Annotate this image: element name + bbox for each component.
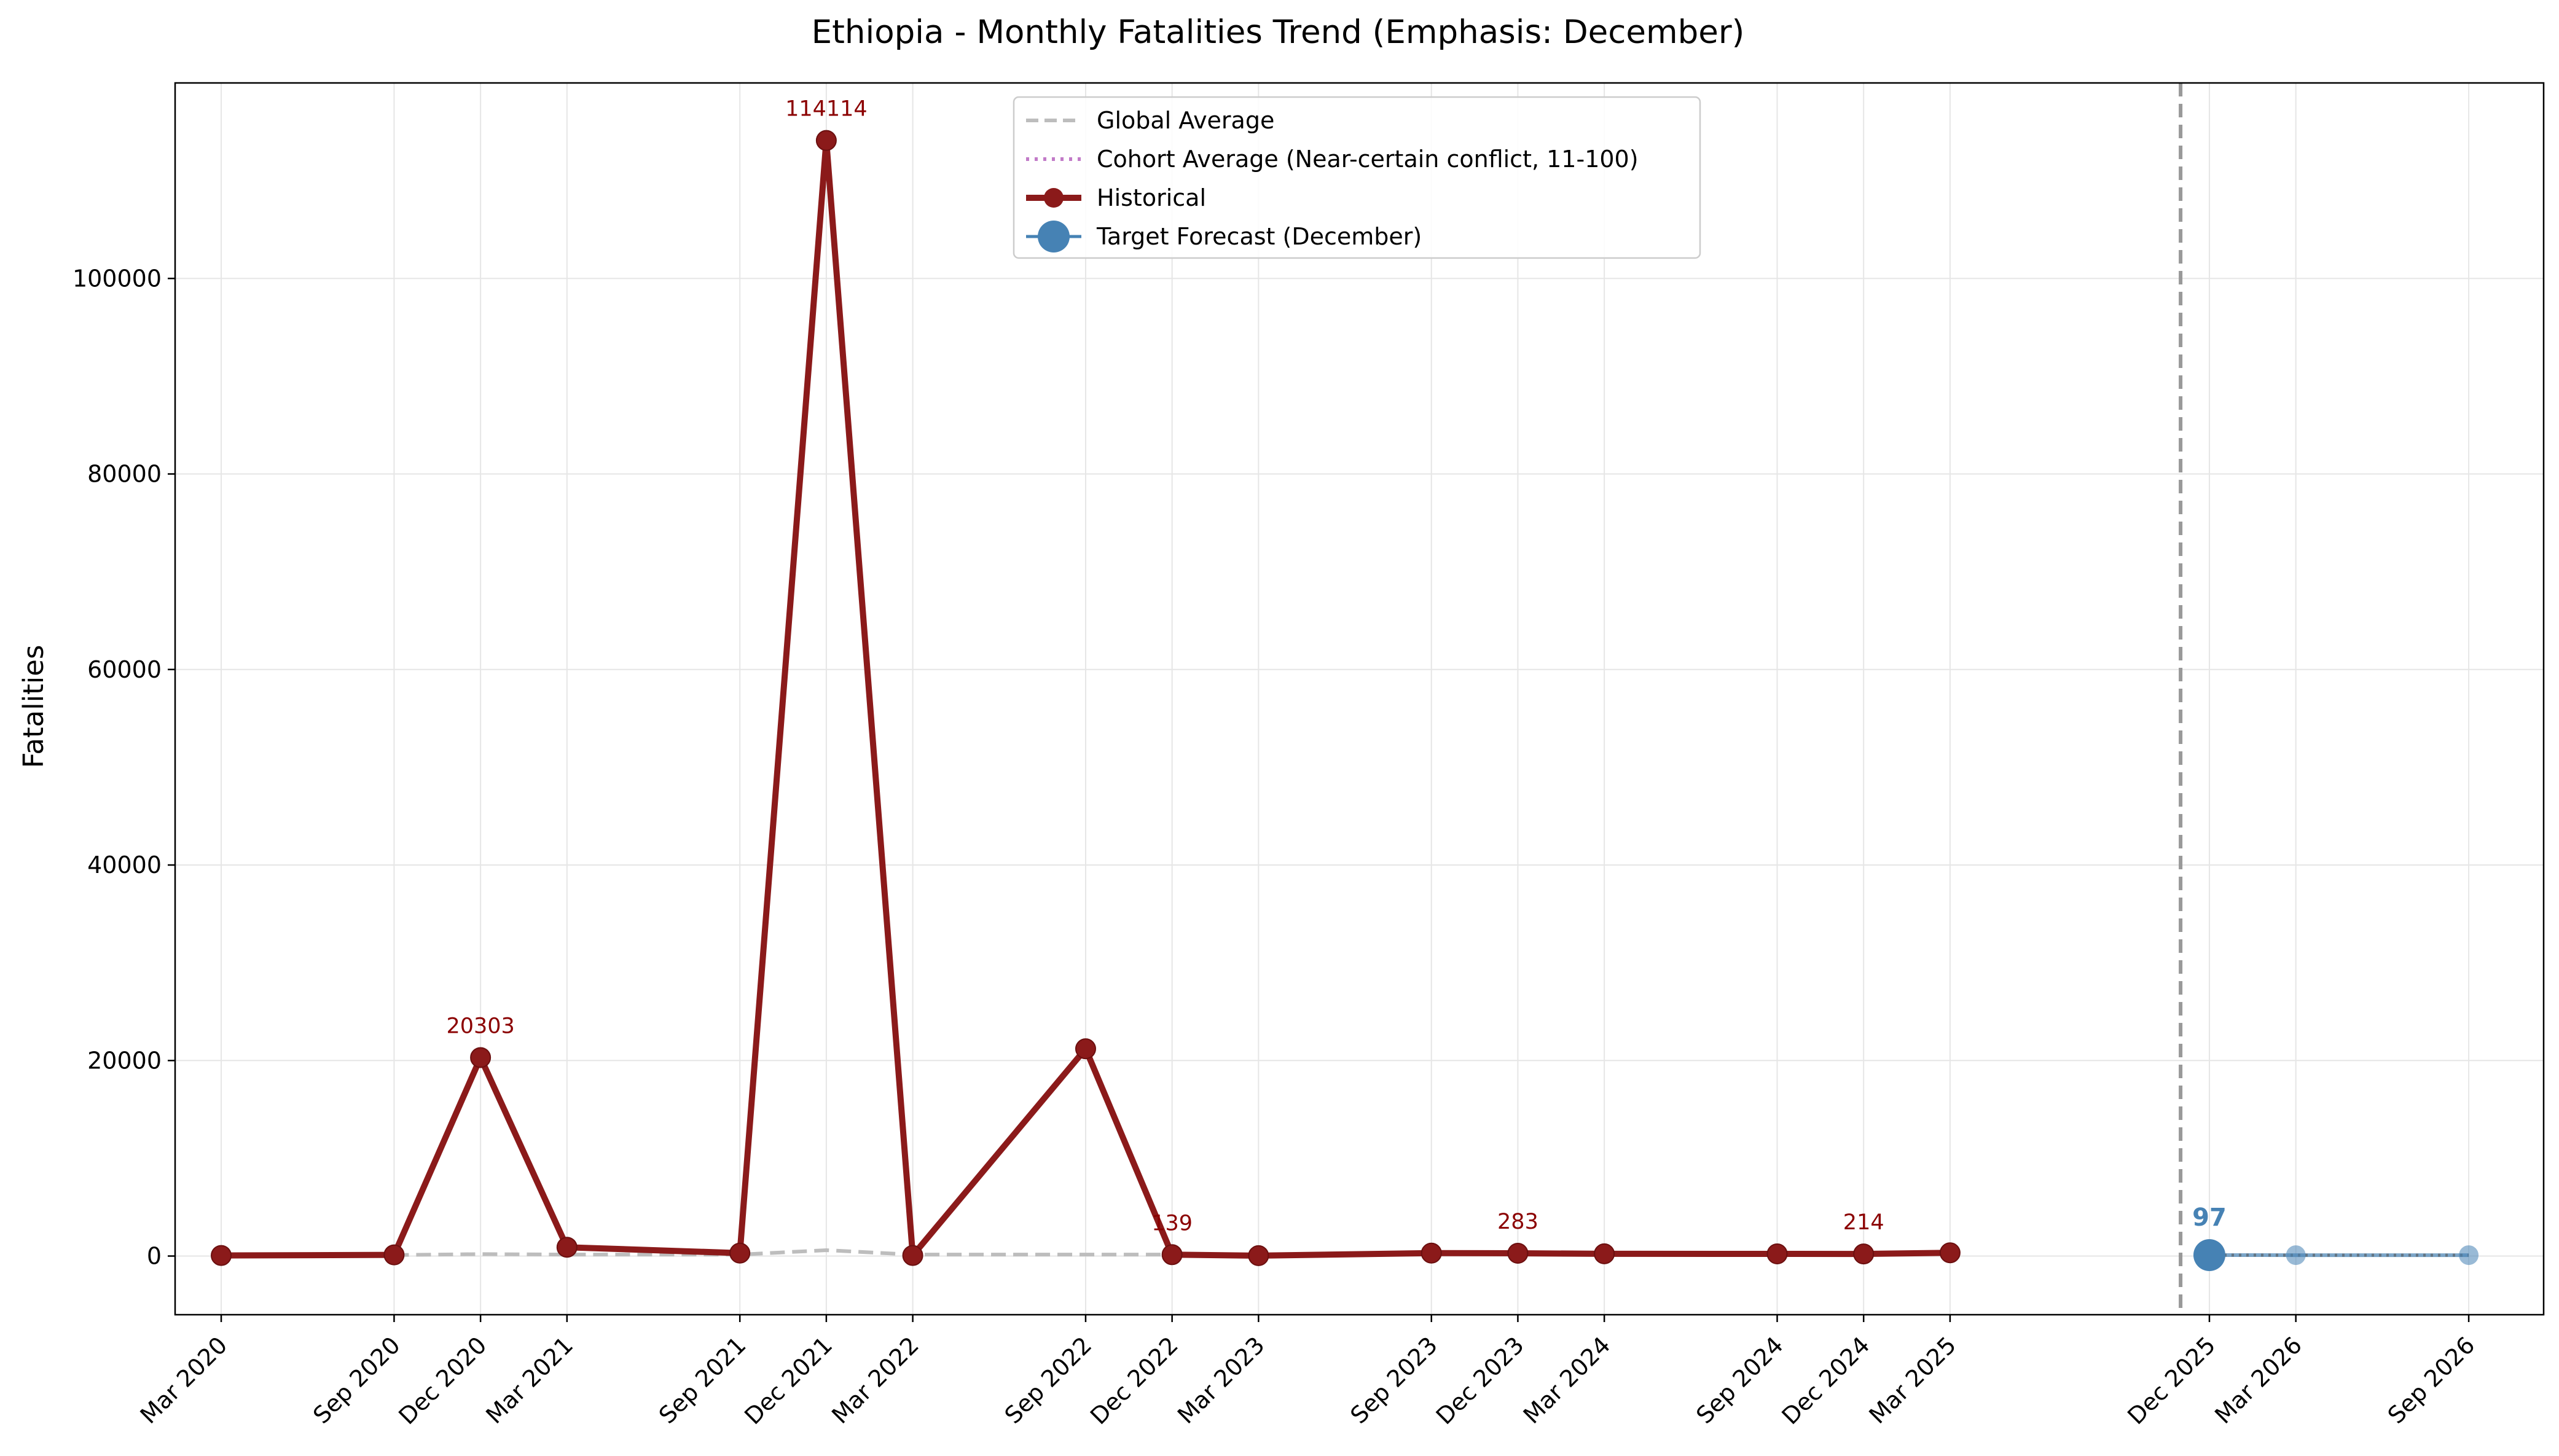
legend-swatch-historical-marker bbox=[1044, 188, 1064, 208]
x-tick-label: Dec 2020 bbox=[393, 1331, 492, 1430]
historical-point bbox=[1853, 1243, 1875, 1265]
data-label: 139 bbox=[1151, 1211, 1193, 1235]
legend-box bbox=[1013, 96, 1701, 259]
y-tick-label: 20000 bbox=[87, 1047, 162, 1074]
y-tick-label: 40000 bbox=[87, 851, 162, 879]
y-tick-label: 80000 bbox=[87, 461, 162, 488]
legend-label: Historical bbox=[1097, 184, 1206, 211]
x-tick-label: Dec 2025 bbox=[2122, 1331, 2220, 1430]
historical-point bbox=[1421, 1242, 1442, 1264]
x-tick-label: Mar 2024 bbox=[1518, 1331, 1616, 1429]
x-tick-label: Dec 2021 bbox=[739, 1331, 837, 1430]
forecast-target-point bbox=[2193, 1239, 2225, 1271]
historical-point bbox=[1939, 1242, 1961, 1264]
y-tick-label: 0 bbox=[147, 1243, 162, 1270]
x-tick-label: Dec 2022 bbox=[1085, 1331, 1183, 1430]
grid-layer bbox=[175, 83, 2544, 1315]
forecast-point bbox=[2286, 1245, 2306, 1266]
forecast-point bbox=[2459, 1245, 2479, 1266]
x-tick-label: Sep 2026 bbox=[2383, 1331, 2480, 1429]
x-tick-label: Mar 2022 bbox=[826, 1331, 924, 1429]
y-tick-label: 60000 bbox=[87, 656, 162, 683]
historical-point bbox=[729, 1242, 751, 1264]
historical-point bbox=[1507, 1243, 1529, 1264]
legend-swatch-forecast-marker bbox=[1038, 221, 1070, 252]
x-tick-label: Mar 2023 bbox=[1172, 1331, 1270, 1429]
x-tick-label: Dec 2024 bbox=[1777, 1331, 1875, 1430]
historical-point bbox=[1248, 1245, 1269, 1266]
x-tick-label: Mar 2025 bbox=[1864, 1331, 1962, 1429]
historical-point bbox=[1766, 1243, 1788, 1265]
x-tick-label: Mar 2026 bbox=[2209, 1331, 2307, 1429]
series-layer bbox=[211, 130, 2479, 1271]
historical-point bbox=[815, 130, 837, 151]
historical-point bbox=[383, 1244, 405, 1266]
historical-point bbox=[1075, 1038, 1096, 1060]
historical-point bbox=[211, 1245, 232, 1266]
data-label: 20303 bbox=[446, 1014, 514, 1038]
historical-point bbox=[1594, 1243, 1615, 1264]
data-label: 214 bbox=[1843, 1210, 1884, 1235]
legend: Global Average Cohort Average (Near-certa… bbox=[1013, 96, 1701, 259]
x-tick-label: Mar 2021 bbox=[480, 1331, 578, 1429]
historical-point bbox=[470, 1047, 492, 1068]
global-average-line bbox=[394, 1248, 1172, 1257]
historical-point bbox=[1161, 1244, 1183, 1266]
x-tick-label: Sep 2022 bbox=[1000, 1331, 1097, 1429]
x-tick-label: Sep 2020 bbox=[308, 1331, 406, 1429]
historical-line bbox=[221, 137, 1950, 1259]
y-tick-label: 100000 bbox=[72, 265, 162, 292]
chart-title: Ethiopia - Monthly Fatalities Trend (Emp… bbox=[812, 14, 1745, 51]
plot-frame bbox=[174, 82, 2545, 1316]
legend-label: Target Forecast (December) bbox=[1096, 223, 1422, 250]
data-label: 97 bbox=[2192, 1204, 2227, 1232]
annotation-layer: 20303 114114 139 283 214 97 bbox=[446, 97, 2226, 1236]
x-tick-label: Sep 2023 bbox=[1345, 1331, 1443, 1429]
y-axis-label: Fatalities bbox=[17, 645, 50, 769]
data-label: 283 bbox=[1497, 1210, 1538, 1234]
legend-label: Global Average bbox=[1097, 107, 1274, 134]
historical-point bbox=[902, 1245, 923, 1266]
legend-label: Cohort Average (Near-certain conflict, 1… bbox=[1097, 146, 1639, 173]
historical-point bbox=[556, 1237, 578, 1258]
x-tick-label: Sep 2021 bbox=[654, 1331, 751, 1429]
x-tick-label: Mar 2020 bbox=[135, 1331, 233, 1429]
x-tick-label: Dec 2023 bbox=[1431, 1331, 1529, 1430]
x-tick-label: Sep 2024 bbox=[1691, 1331, 1789, 1429]
data-label: 114114 bbox=[785, 97, 868, 122]
